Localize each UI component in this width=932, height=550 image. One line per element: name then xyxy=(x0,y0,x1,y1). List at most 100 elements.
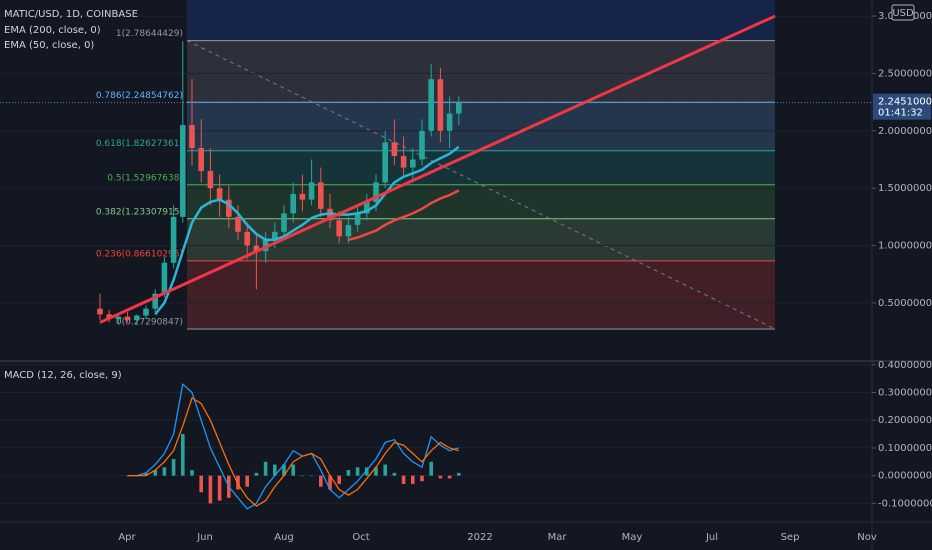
currency-box[interactable] xyxy=(891,4,915,21)
candle-body xyxy=(115,316,122,319)
histogram-bar xyxy=(162,467,167,476)
fib-band xyxy=(187,260,775,329)
y-tick-label: 0.50000000 xyxy=(878,298,932,309)
fib-label: 0(0.27290847) xyxy=(116,317,183,327)
histogram-bar xyxy=(217,475,222,501)
x-tick-label: Aug xyxy=(274,532,294,543)
candle-body xyxy=(428,79,434,131)
histogram-bar xyxy=(153,470,157,476)
x-tick-label: Jul xyxy=(705,532,718,543)
x-tick-label: Sep xyxy=(781,532,800,543)
candle-body xyxy=(253,245,260,252)
candle-body xyxy=(299,193,306,200)
candle-body xyxy=(437,79,444,131)
candle-body xyxy=(354,213,361,225)
histogram-bar xyxy=(411,475,415,484)
candle-body xyxy=(143,308,149,316)
histogram-bar xyxy=(291,464,295,476)
candle-body xyxy=(244,231,250,246)
candle-body xyxy=(124,316,131,321)
histogram-bar xyxy=(429,461,433,476)
histogram-bar xyxy=(245,475,249,487)
candle-body xyxy=(391,142,398,157)
candle-body xyxy=(345,224,352,237)
histogram-bar xyxy=(346,470,351,476)
fib-label: 0.618(1.82627361) xyxy=(96,139,183,149)
last-price-box xyxy=(873,93,931,120)
histogram-bar xyxy=(392,472,397,476)
y-tick-label: 0.40000000 xyxy=(878,360,932,371)
symbol-title[interactable]: MATIC/USD, 1D, COINBASE xyxy=(4,9,138,20)
fib-band xyxy=(187,102,775,151)
x-tick-label: May xyxy=(622,532,643,543)
candle-body xyxy=(226,199,232,217)
fib-band xyxy=(187,184,775,219)
indicator-legend[interactable]: EMA (50, close, 0) xyxy=(4,40,94,51)
histogram-bar xyxy=(355,467,360,476)
histogram-bar xyxy=(282,464,286,476)
histogram-bar xyxy=(254,472,259,476)
histogram-bar xyxy=(181,434,185,476)
fib-retracement[interactable]: 1(2.78644429) 0.786(2.24854762) 0.618(1.82… xyxy=(96,0,776,330)
candle-body xyxy=(134,315,140,321)
histogram-bar xyxy=(328,475,332,490)
candle-body xyxy=(97,308,103,315)
histogram-bar xyxy=(144,472,148,476)
candle-body xyxy=(290,193,296,214)
histogram-bar xyxy=(190,470,194,476)
fib-label: 1(2.78644429) xyxy=(116,29,183,39)
candle-body xyxy=(235,216,241,232)
x-tick-label: Nov xyxy=(857,532,877,543)
indicator-legend[interactable]: MACD (12, 26, close, 9) xyxy=(4,370,122,381)
histogram-bar xyxy=(447,475,452,479)
fib-band xyxy=(187,150,775,185)
candle-body xyxy=(216,188,223,200)
histogram-bar xyxy=(337,475,341,484)
countdown: 01:41:32 xyxy=(878,108,923,119)
currency[interactable]: USD xyxy=(892,8,914,19)
histogram-bar xyxy=(401,475,406,484)
candle-body xyxy=(161,262,168,294)
candle-body xyxy=(400,156,407,168)
candle-body xyxy=(382,142,388,183)
candle-body xyxy=(180,125,186,217)
series xyxy=(0,14,872,510)
fib-extension-fill xyxy=(187,0,775,41)
fib-band xyxy=(187,40,775,103)
histogram-bar xyxy=(374,467,378,476)
candle-body xyxy=(170,216,177,263)
x-tick-label: Oct xyxy=(352,532,369,543)
fib-label: 0.5(1.52967638) xyxy=(107,173,183,183)
histogram-bar xyxy=(438,475,443,479)
candle-body xyxy=(272,231,278,240)
candle-body xyxy=(419,130,425,160)
candle-body xyxy=(189,125,195,149)
indicator-legend[interactable]: EMA (200, close, 0) xyxy=(4,25,101,36)
histogram-bar xyxy=(383,464,387,476)
x-tick-label: Jun xyxy=(196,532,213,543)
candle-body xyxy=(446,113,453,131)
y-tick-label: 1.50000000 xyxy=(878,183,932,194)
ema-line xyxy=(348,189,460,242)
fib-trend xyxy=(186,40,776,330)
x-tick-label: 2022 xyxy=(467,532,492,543)
candle-body xyxy=(281,213,287,232)
histogram-bar xyxy=(171,459,176,476)
macd-line xyxy=(127,382,459,510)
histogram-bar xyxy=(365,467,369,476)
candle-body xyxy=(152,293,158,309)
x-tick-label: Apr xyxy=(118,532,136,543)
candle-body xyxy=(207,170,214,189)
histogram-bar xyxy=(199,475,203,493)
candle-body xyxy=(198,148,204,171)
histogram-bar xyxy=(208,475,213,504)
